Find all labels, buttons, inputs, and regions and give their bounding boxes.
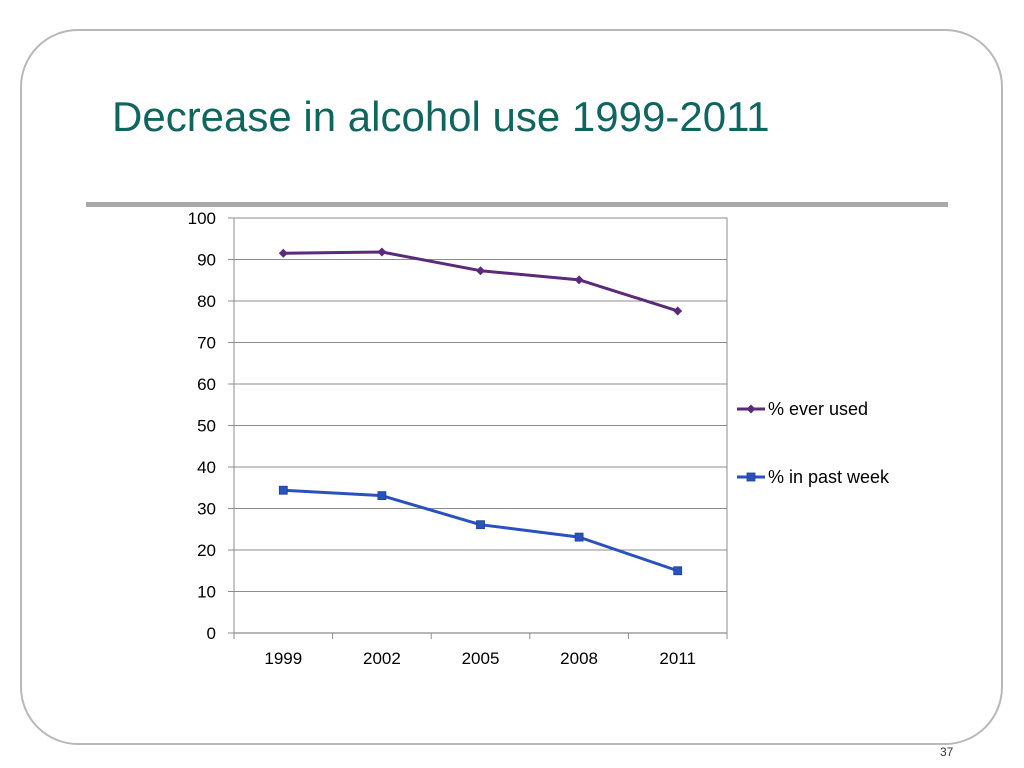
legend-item: % ever used bbox=[737, 399, 868, 419]
series-in-past-week bbox=[278, 485, 683, 576]
data-point bbox=[476, 520, 485, 530]
y-tick-label: 100 bbox=[188, 209, 216, 228]
y-tick-label: 40 bbox=[197, 458, 216, 477]
y-tick-label: 90 bbox=[197, 251, 216, 270]
legend-item: % in past week bbox=[737, 467, 890, 487]
series-line bbox=[283, 488, 679, 573]
x-tick-label: 2011 bbox=[659, 649, 696, 668]
y-tick-label: 60 bbox=[197, 375, 216, 394]
y-tick-label: 30 bbox=[197, 500, 216, 519]
legend-marker bbox=[746, 472, 756, 482]
series-line bbox=[283, 250, 679, 313]
y-tick-label: 20 bbox=[197, 541, 216, 560]
slide-title: Decrease in alcohol use 1999-2011 bbox=[112, 93, 770, 140]
y-tick-label: 10 bbox=[197, 583, 216, 602]
x-tick-label: 2005 bbox=[462, 649, 500, 668]
data-point bbox=[377, 247, 387, 257]
legend-label: % ever used bbox=[768, 399, 868, 419]
legend-marker bbox=[746, 404, 756, 414]
data-point bbox=[278, 248, 288, 258]
title-divider bbox=[86, 202, 948, 207]
data-point bbox=[673, 306, 683, 316]
y-tick-label: 50 bbox=[197, 417, 216, 436]
x-tick-label: 2008 bbox=[560, 649, 598, 668]
y-tick-label: 0 bbox=[207, 624, 216, 643]
data-point bbox=[574, 532, 584, 542]
series-ever-used bbox=[278, 247, 683, 316]
data-point bbox=[574, 275, 584, 285]
data-point bbox=[673, 566, 683, 576]
x-tick-label: 1999 bbox=[264, 649, 302, 668]
data-point bbox=[278, 485, 288, 495]
page-number: 37 bbox=[940, 745, 954, 759]
y-tick-label: 80 bbox=[197, 292, 216, 311]
data-point bbox=[476, 266, 485, 276]
y-tick-label: 70 bbox=[197, 334, 216, 353]
x-tick-label: 2002 bbox=[363, 649, 401, 668]
legend-label: % in past week bbox=[768, 467, 890, 487]
slide-frame bbox=[20, 29, 1003, 745]
data-point bbox=[377, 491, 387, 501]
